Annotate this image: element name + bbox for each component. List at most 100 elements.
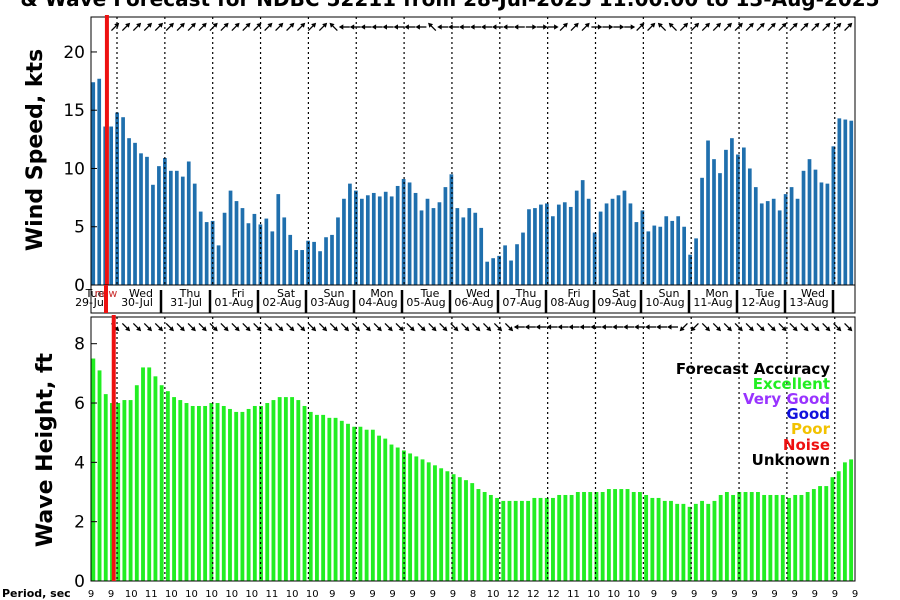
day-of-week-label: Tue <box>420 287 440 300</box>
wind-bar <box>157 166 161 285</box>
wind-bar <box>574 190 579 285</box>
wind-y-tick-label: 10 <box>63 159 85 179</box>
wind-direction-arrow-icon <box>602 24 614 30</box>
day-of-week-label: Thu <box>515 287 537 300</box>
period-value: 9 <box>88 589 94 600</box>
legend-item-unknown: Unknown <box>752 451 830 469</box>
wind-bar <box>592 232 597 285</box>
wave-direction-arrow-icon <box>439 323 448 332</box>
period-value: 8 <box>470 589 476 600</box>
wave-y-tick-label: 0 <box>74 572 85 592</box>
wave-bar <box>116 403 121 581</box>
wave-direction-arrow-icon <box>524 324 536 330</box>
period-value: 12 <box>507 589 520 600</box>
wave-bar <box>551 497 555 581</box>
wave-bar <box>737 492 742 581</box>
wind-direction-arrow-icon <box>198 22 207 31</box>
wind-bar <box>807 159 812 285</box>
period-value: 9 <box>832 589 838 600</box>
wave-direction-arrow-icon <box>634 324 646 330</box>
wave-direction-arrow-icon <box>679 323 688 332</box>
wave-bar <box>283 397 288 581</box>
wave-direction-arrow-icon <box>767 323 776 332</box>
wave-bar <box>606 489 611 581</box>
wind-bar <box>801 170 806 285</box>
wave-bar <box>358 426 363 581</box>
period-value: 11 <box>567 589 580 600</box>
day-of-week-label: Sat <box>277 287 296 300</box>
wave-y-tick-label: 8 <box>74 335 85 355</box>
wind-bar <box>521 232 525 285</box>
wave-direction-arrow-icon <box>612 324 624 330</box>
wind-direction-arrow-icon <box>209 22 218 31</box>
wave-bar <box>451 474 456 581</box>
day-of-week-label: Mon <box>370 287 393 300</box>
wind-direction-arrow-icon <box>448 24 460 30</box>
wind-bar <box>765 201 770 285</box>
wave-bar <box>141 367 145 581</box>
wave-direction-arrow-icon <box>535 324 547 330</box>
wave-direction-arrow-icon <box>778 323 787 332</box>
wind-direction-arrow-icon <box>591 24 603 30</box>
wave-bar <box>203 405 208 581</box>
wind-bar <box>664 216 669 285</box>
wave-direction-arrow-icon <box>220 323 229 332</box>
wind-bar <box>413 192 418 285</box>
wave-direction-arrow-icon <box>493 323 503 332</box>
date-label: 02-Aug <box>262 296 301 309</box>
period-value: 9 <box>410 589 416 600</box>
wind-direction-arrow-icon <box>437 24 449 30</box>
day-of-week-label: Wed <box>129 287 153 300</box>
period-value: 11 <box>266 589 279 600</box>
wave-bar <box>762 494 767 581</box>
wind-bar <box>515 244 519 285</box>
period-value: 10 <box>185 589 198 600</box>
wind-bar <box>479 227 484 285</box>
wave-bar <box>513 500 518 581</box>
wind-bar <box>771 198 776 285</box>
wave-direction-arrow-icon <box>811 323 820 332</box>
wind-bar <box>180 176 185 285</box>
wave-bar <box>544 497 549 581</box>
wind-bar <box>186 161 191 285</box>
legend-item-poor: Poor <box>791 420 831 438</box>
wave-direction-arrow-icon <box>645 324 657 330</box>
wave-direction-arrow-icon <box>428 323 437 332</box>
day-of-week-label: Sun <box>324 287 345 300</box>
period-value: 11 <box>145 589 158 600</box>
wind-direction-arrow-icon <box>415 24 427 30</box>
wave-direction-arrow-icon <box>176 323 185 332</box>
wind-bar <box>545 203 549 285</box>
wave-bar <box>488 494 493 581</box>
period-value: 9 <box>108 589 114 600</box>
wave-bar <box>159 385 164 581</box>
period-value: 9 <box>389 589 395 600</box>
legend-item-noise: Noise <box>783 436 830 454</box>
wave-direction-arrow-icon <box>590 324 602 330</box>
wave-direction-arrow-icon <box>745 323 754 332</box>
wind-direction-arrow-icon <box>404 24 416 30</box>
wind-direction-arrow-icon <box>800 22 809 31</box>
wave-bar <box>134 385 139 581</box>
wave-bar <box>507 500 512 581</box>
wind-direction-arrow-icon <box>701 22 711 31</box>
wave-direction-arrow-icon <box>461 323 470 332</box>
wind-bar <box>843 119 848 285</box>
date-label: 07-Aug <box>502 296 541 309</box>
wave-bar <box>128 400 133 581</box>
wave-bar <box>122 400 127 581</box>
period-value: 9 <box>450 589 456 600</box>
wave-direction-arrow-icon <box>154 323 164 332</box>
wave-bar <box>327 417 332 581</box>
period-value: 9 <box>852 589 858 600</box>
wind-bar <box>831 146 836 285</box>
wind-y-tick-label: 0 <box>74 276 85 296</box>
day-of-week-label: Sun <box>659 287 680 300</box>
wave-bar <box>706 503 711 581</box>
wave-bar <box>333 417 338 581</box>
wave-bar <box>588 492 593 581</box>
wind-bar <box>336 217 340 285</box>
wind-bar <box>795 198 800 285</box>
wave-bar <box>395 447 400 581</box>
wind-bar <box>365 195 370 285</box>
